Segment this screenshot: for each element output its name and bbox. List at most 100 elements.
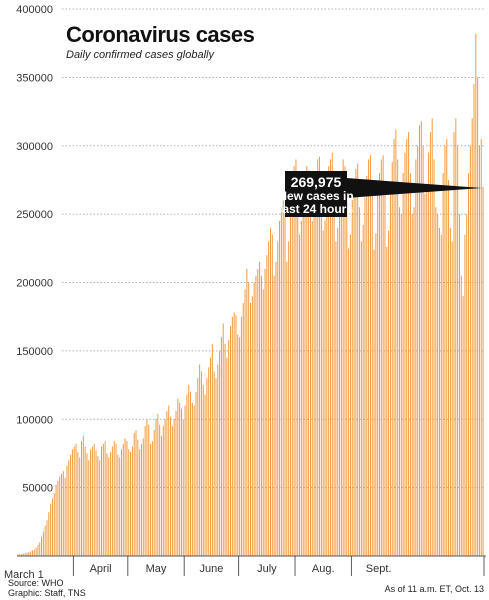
bar — [122, 443, 124, 556]
bar — [260, 275, 262, 556]
bar — [179, 402, 181, 556]
bar — [359, 207, 361, 557]
bar — [297, 193, 299, 557]
bar — [168, 405, 170, 556]
callout-pointer — [346, 178, 482, 198]
bar — [77, 452, 79, 556]
bar — [429, 132, 431, 556]
bar — [339, 186, 341, 556]
bar — [82, 435, 84, 556]
bar — [22, 553, 24, 556]
bar — [366, 175, 368, 556]
bar — [431, 118, 433, 557]
annotation-callout: 269,975 New cases in last 24 hours — [278, 171, 482, 217]
bar — [475, 33, 477, 557]
x-tick-label: Sept. — [366, 563, 392, 575]
bar — [91, 446, 93, 556]
bar — [170, 416, 172, 556]
x-tick-label: Aug. — [312, 563, 335, 575]
bar — [59, 476, 61, 556]
y-tick-label: 300000 — [16, 141, 53, 153]
bar — [180, 408, 182, 556]
bar — [482, 186, 484, 556]
bar — [293, 166, 295, 556]
bar — [362, 225, 364, 556]
y-tick-label: 150000 — [16, 346, 53, 358]
bar — [248, 282, 250, 556]
bar — [348, 248, 350, 556]
bar — [151, 441, 153, 556]
bar — [75, 443, 77, 556]
bar — [315, 173, 317, 556]
bar — [120, 449, 122, 556]
bar — [93, 443, 95, 556]
bar — [200, 371, 202, 556]
bar — [139, 449, 141, 556]
bar — [17, 554, 19, 556]
bar — [166, 411, 168, 556]
bar — [344, 166, 346, 556]
bar — [306, 166, 308, 556]
bar — [451, 241, 453, 557]
bar — [304, 179, 306, 556]
bar — [324, 220, 326, 556]
bar — [30, 551, 32, 556]
bar — [331, 152, 333, 556]
bar — [33, 549, 35, 556]
bar — [300, 220, 302, 556]
bar — [360, 241, 362, 557]
callout-value: 269,975 — [291, 174, 342, 190]
bar — [37, 545, 39, 556]
bar — [250, 303, 251, 556]
bar — [137, 439, 139, 556]
bar — [329, 159, 331, 556]
bar — [389, 189, 391, 556]
bar — [282, 200, 284, 556]
y-tick-label: 200000 — [16, 278, 53, 290]
bar — [259, 261, 261, 556]
bar — [379, 173, 381, 556]
bar — [51, 498, 53, 556]
bar — [128, 449, 130, 556]
bar — [157, 413, 159, 556]
bar — [195, 391, 197, 556]
bar — [311, 220, 313, 556]
bar — [388, 230, 390, 557]
bar — [46, 520, 48, 556]
bar — [117, 454, 119, 556]
chart-title: Coronavirus cases — [66, 22, 255, 47]
bar — [251, 296, 253, 556]
bar — [246, 268, 248, 556]
bar — [462, 296, 464, 556]
bar — [399, 207, 400, 557]
bar — [413, 207, 415, 557]
bar — [333, 193, 335, 557]
bar — [326, 189, 328, 556]
bar — [206, 378, 208, 556]
bar — [190, 391, 192, 556]
bar — [62, 471, 64, 556]
bar — [402, 173, 404, 556]
bar — [159, 424, 161, 556]
bar — [173, 419, 175, 556]
bar — [140, 443, 142, 556]
x-tick-label: July — [257, 563, 277, 575]
bar — [239, 337, 241, 556]
bar — [253, 282, 255, 556]
bar — [95, 450, 97, 556]
bar — [146, 419, 148, 556]
bar — [211, 344, 213, 556]
x-tick-label: June — [199, 563, 223, 575]
bar — [397, 159, 399, 556]
bar — [357, 163, 359, 556]
graphic-credit: Graphic: Staff, TNS — [8, 588, 86, 598]
bars — [17, 33, 484, 557]
bar — [380, 159, 382, 556]
bar — [408, 132, 410, 556]
bar — [160, 435, 162, 556]
bar — [50, 504, 52, 556]
callout-line-2: last 24 hours — [279, 202, 353, 216]
callout-line-1: New cases in — [278, 189, 353, 203]
bar — [188, 385, 190, 556]
bar — [386, 246, 388, 556]
